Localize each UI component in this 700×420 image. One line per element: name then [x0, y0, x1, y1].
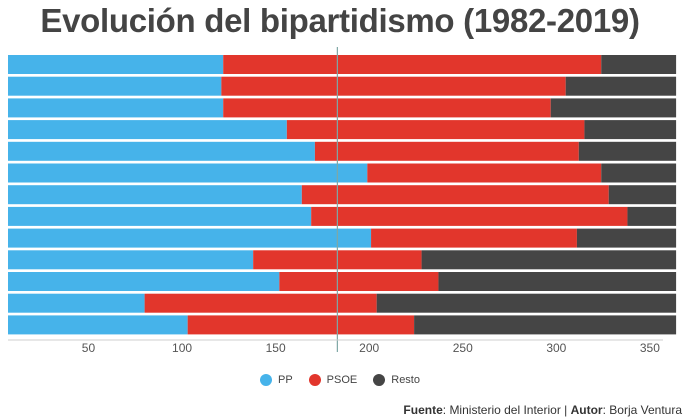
- author-value: Borja Ventura: [609, 403, 682, 417]
- bar-pp-1: [8, 76, 222, 96]
- x-tick-label-200: 200: [359, 341, 379, 355]
- bar-resto-11: [376, 293, 677, 313]
- author-label: Autor: [570, 403, 603, 417]
- bar-psoe-5: [367, 163, 602, 183]
- legend-label-resto: Resto: [391, 374, 420, 386]
- bar-resto-3: [584, 120, 677, 140]
- legend-item-pp: PP: [259, 374, 293, 386]
- bar-resto-0: [601, 55, 677, 74]
- bar-pp-4: [8, 141, 315, 161]
- x-tick-label-50: 50: [82, 341, 96, 355]
- bar-psoe-12: [187, 315, 415, 335]
- bar-pp-9: [8, 250, 254, 270]
- bar-pp-11: [8, 293, 145, 313]
- bar-resto-7: [627, 206, 677, 226]
- bar-resto-12: [414, 315, 677, 335]
- bar-psoe-1: [221, 76, 566, 96]
- bar-psoe-4: [314, 141, 579, 161]
- stacked-bar-chart: 50 100 150 200 250 300 350: [8, 47, 677, 355]
- legend-item-psoe: PSOE: [308, 374, 358, 386]
- bar-psoe-6: [301, 185, 609, 205]
- bar-psoe-7: [311, 206, 628, 226]
- legend-label-psoe: PSOE: [326, 374, 358, 386]
- bar-psoe-8: [371, 228, 577, 248]
- bar-resto-5: [601, 163, 677, 183]
- x-tick-label-100: 100: [172, 341, 192, 355]
- bar-psoe-0: [223, 55, 602, 74]
- x-tick-label-350: 350: [640, 341, 660, 355]
- bar-pp-8: [8, 228, 372, 248]
- legend-item-resto: Resto: [373, 374, 420, 386]
- x-tick-label-250: 250: [453, 341, 473, 355]
- source-label: Fuente: [403, 403, 443, 417]
- bar-resto-9: [421, 250, 677, 270]
- legend-label-pp: PP: [277, 374, 293, 386]
- bar-psoe-11: [144, 293, 377, 313]
- chart-title: Evolución del bipartidismo (1982-2019): [40, 2, 640, 39]
- bar-resto-2: [550, 98, 677, 118]
- bar-pp-7: [8, 206, 312, 226]
- bar-pp-3: [8, 120, 287, 140]
- bar-pp-0: [8, 55, 224, 74]
- bar-resto-6: [608, 185, 677, 205]
- x-axis: 50 100 150 200 250 300 350: [8, 339, 663, 355]
- source-value: Ministerio del Interior: [449, 403, 561, 417]
- bar-pp-12: [8, 315, 188, 335]
- legend-swatch-resto: [373, 374, 386, 386]
- bar-resto-8: [576, 228, 677, 248]
- bar-pp-10: [8, 272, 280, 291]
- legend-swatch-psoe: [308, 374, 321, 386]
- bar-psoe-10: [279, 272, 439, 291]
- bar-pp-6: [8, 185, 302, 205]
- legend: PP PSOE Resto: [0, 374, 680, 386]
- x-tick-label-300: 300: [546, 341, 566, 355]
- bars-group: [8, 47, 677, 352]
- bar-pp-5: [8, 163, 368, 183]
- legend-swatch-pp: [259, 374, 272, 386]
- bar-psoe-3: [286, 120, 585, 140]
- bar-psoe-2: [223, 98, 551, 118]
- bar-resto-1: [565, 76, 677, 96]
- bar-resto-10: [438, 272, 677, 291]
- bar-resto-4: [578, 141, 677, 161]
- x-tick-label-150: 150: [266, 341, 286, 355]
- source-credit: Fuente: Ministerio del Interior | Autor:…: [403, 403, 682, 417]
- bar-pp-2: [8, 98, 224, 118]
